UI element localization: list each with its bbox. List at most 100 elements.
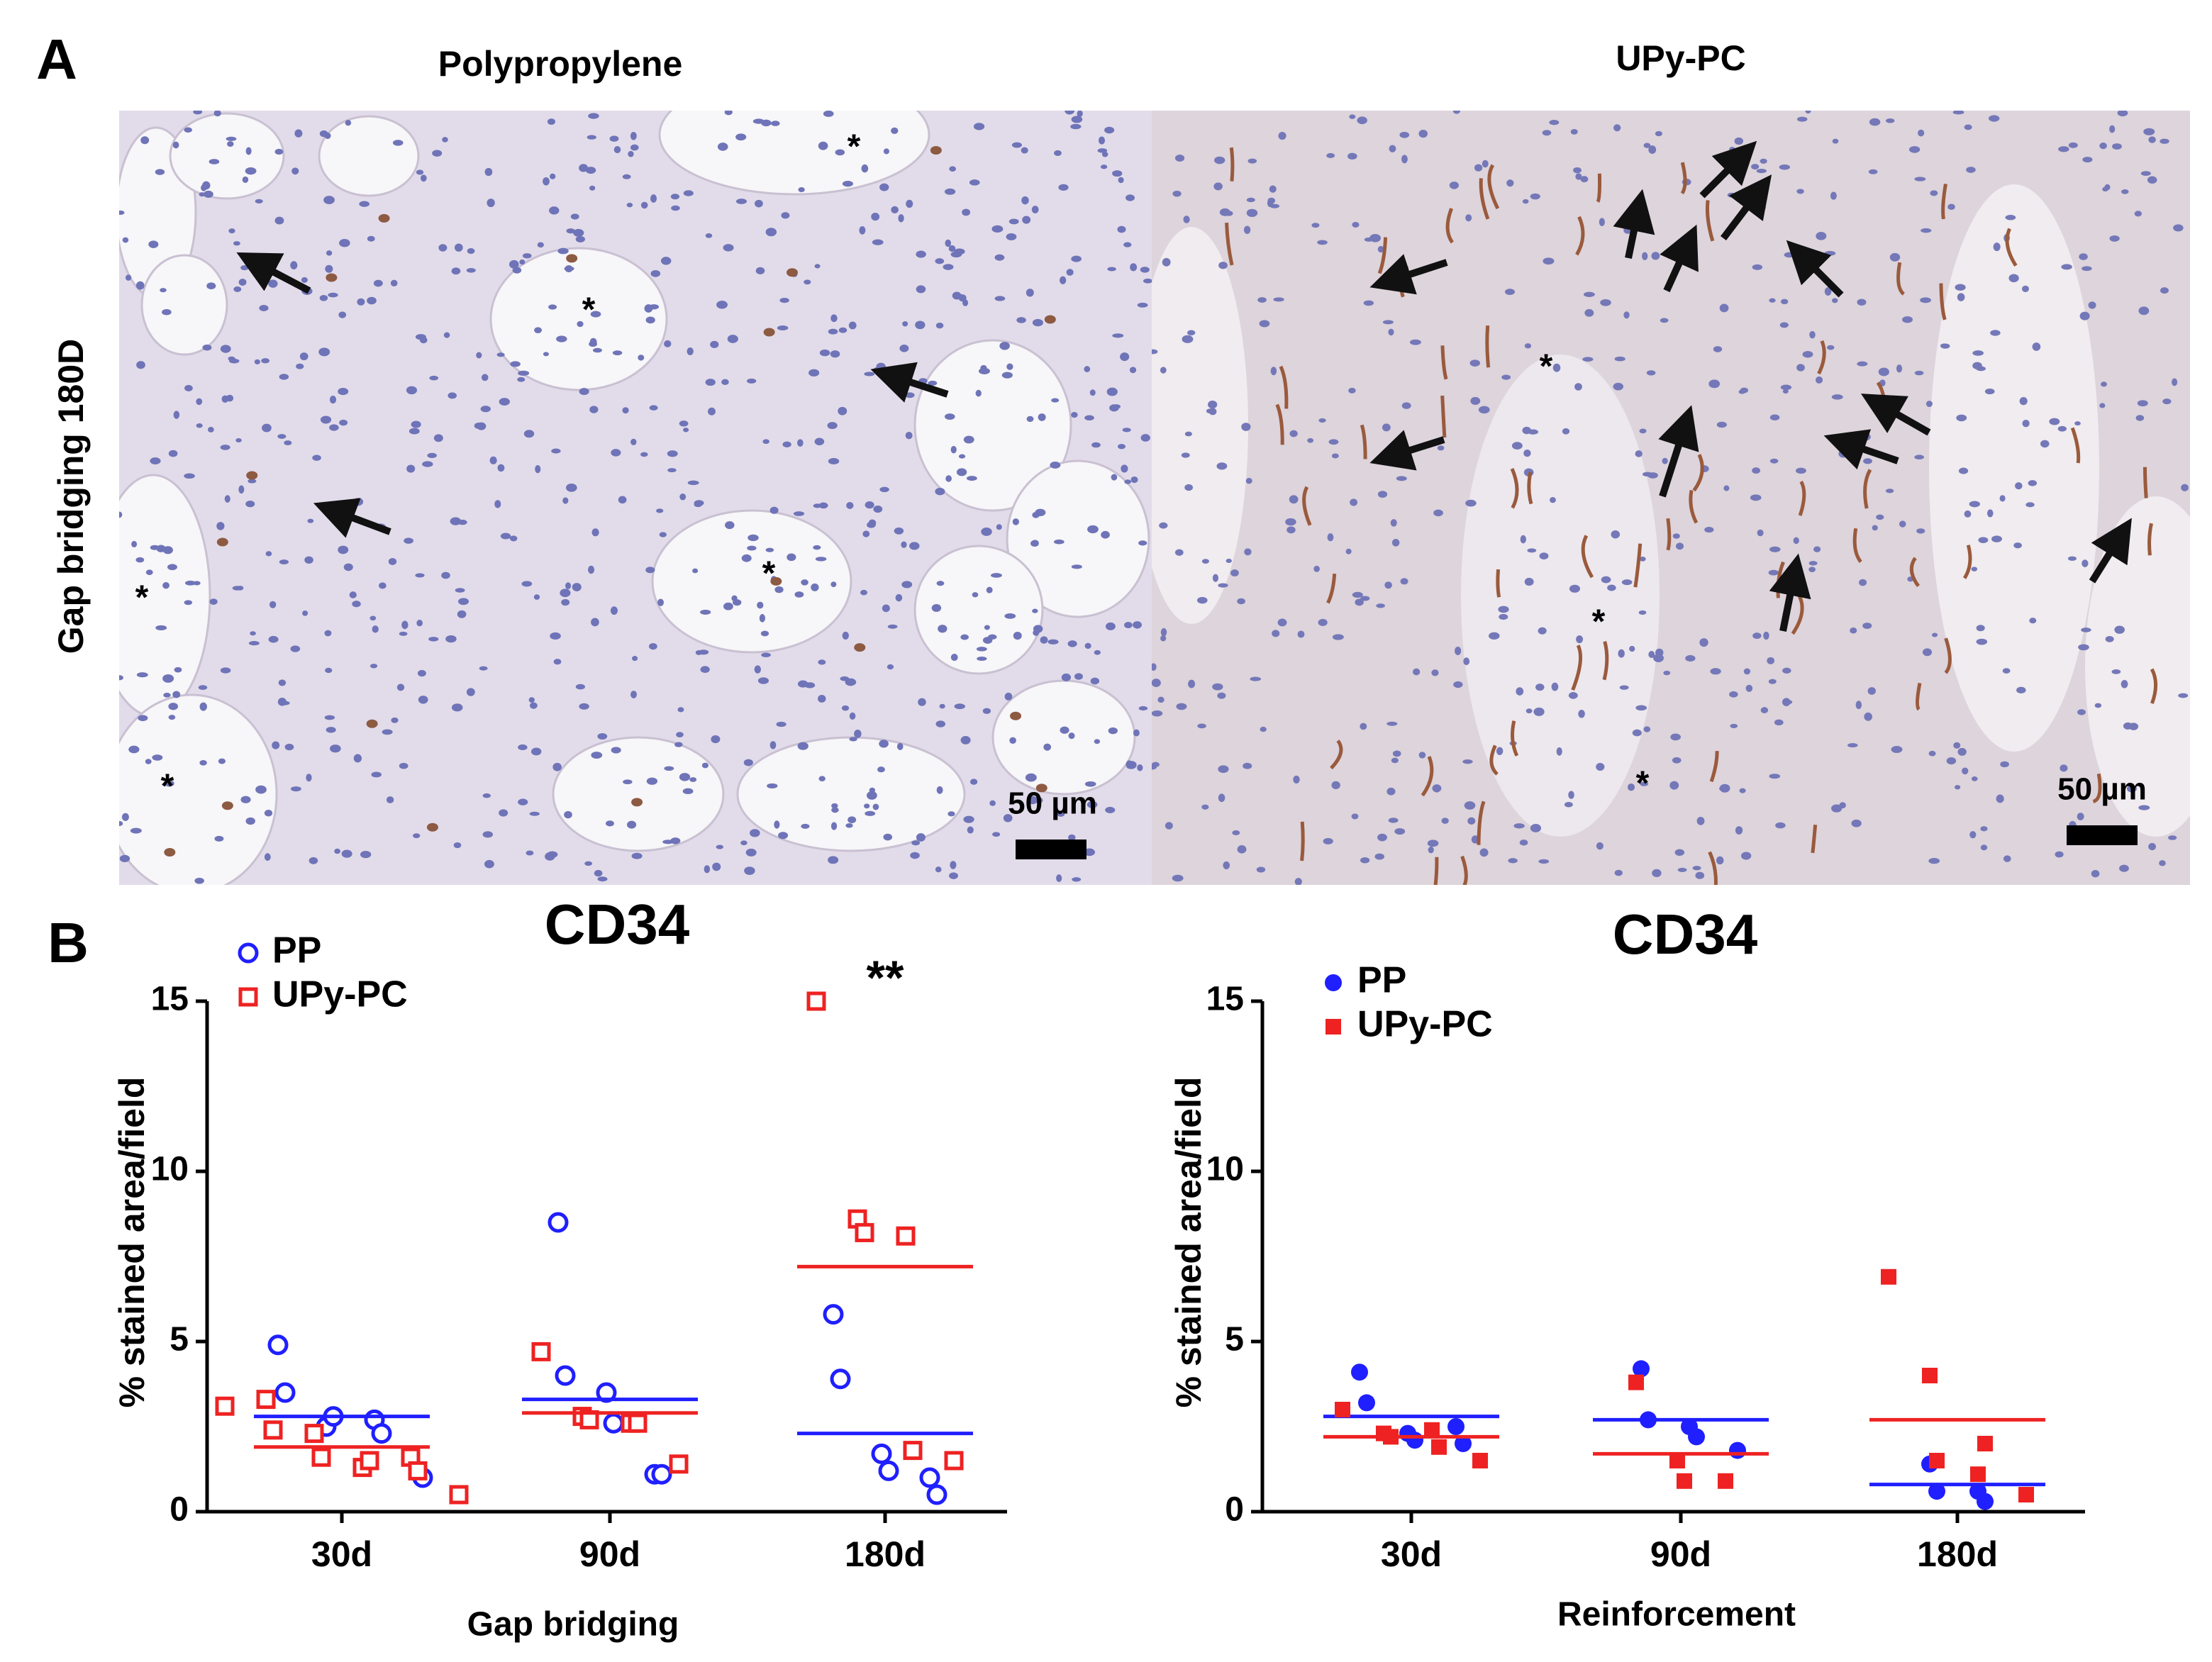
nucleus [1647,472,1658,479]
nucleus [290,261,298,270]
nucleus [1600,299,1611,306]
nucleus [329,424,339,431]
vessel [378,213,390,223]
nucleus [296,363,304,369]
nucleus [895,593,903,602]
point [1351,1363,1368,1381]
nucleus [466,268,476,273]
nucleus [135,281,145,290]
nucleus [184,384,193,392]
nucleus [274,216,284,225]
nucleus [1993,242,2001,252]
nucleus [1071,116,1083,123]
nucleus [594,869,603,877]
nucleus [1908,146,1921,153]
nucleus [1084,366,1091,372]
nucleus [255,199,263,203]
nucleus [2057,425,2067,432]
nucleus [935,488,945,496]
nucleus [343,563,353,571]
nucleus [814,264,821,269]
nucleus [1996,794,2004,803]
nucleus [1635,705,1647,711]
nucleus [1138,540,1147,546]
nucleus [1068,732,1075,740]
nucleus [894,527,904,535]
nucleus [1105,622,1116,630]
nucleus [202,344,212,351]
arrow [1660,224,1699,293]
nucleus [689,777,697,782]
nucleus [1638,610,1647,615]
nucleus [165,780,174,787]
nucleus [1525,708,1533,714]
nucleus [1971,776,1978,781]
nucleus [767,783,778,789]
nucleus [1478,406,1490,414]
nucleus [1524,343,1532,349]
nucleus [184,600,193,606]
nucleus [1101,151,1108,157]
nucleus [1386,721,1398,726]
point [548,1212,569,1233]
nucleus [828,457,840,464]
nucleus [301,277,308,283]
nucleus [1465,499,1477,507]
nucleus [451,703,463,712]
nucleus [248,641,260,646]
nucleus [1769,298,1776,303]
nucleus [1969,501,1981,508]
nucleus [242,176,249,183]
nucleus [656,508,664,513]
arrow [870,362,949,403]
nucleus [220,667,231,674]
nucleus [1978,537,1989,544]
nucleus [1831,298,1838,303]
nucleus [1350,498,1358,506]
nucleus [415,573,425,578]
vessel [1916,682,1922,711]
nucleus [1569,584,1581,593]
nucleus [2079,253,2088,260]
nucleus [591,528,599,537]
nucleus [1568,791,1574,799]
nucleus [2067,556,2077,561]
nucleus [1947,203,1955,210]
nucleus [848,321,857,330]
nucleus [972,592,979,598]
nucleus [2099,142,2107,150]
nucleus [1388,328,1394,336]
nucleus [994,254,1005,261]
nucleus [931,604,942,612]
nucleus [1496,747,1504,755]
vessel [246,471,258,480]
arrow [1786,240,1844,298]
nucleus [759,613,766,623]
adipocyte [651,509,852,654]
nucleus [477,422,487,430]
nucleus [2126,785,2137,793]
nucleus [1596,762,1605,771]
nucleus [1157,696,1165,703]
nucleus [831,803,838,809]
nucleus [2148,136,2156,143]
nucleus [935,322,944,329]
nucleus [1506,179,1514,187]
nucleus [630,691,637,699]
nucleus [1219,208,1230,216]
nucleus [1808,561,1818,566]
nucleus [1861,433,1871,441]
nucleus [1216,462,1228,470]
nucleus [1940,343,1950,349]
nucleus [2074,421,2081,426]
nucleus [579,703,589,710]
nucleus [901,541,907,548]
nucleus [369,664,378,669]
nucleus [1376,603,1385,608]
nucleus [1782,698,1791,706]
nucleus [1293,775,1300,783]
nucleus [765,547,774,552]
nucleus [1212,574,1219,582]
nucleus [417,669,426,677]
nucleus [240,796,251,803]
